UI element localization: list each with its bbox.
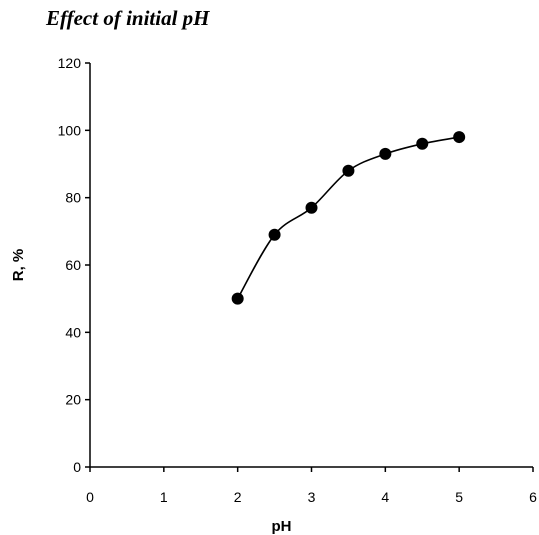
y-tick-label: 120 [58, 55, 82, 71]
y-tick-label: 20 [65, 392, 81, 408]
y-tick-label: 80 [65, 190, 81, 206]
y-tick-label: 100 [58, 122, 82, 138]
data-point [453, 131, 466, 144]
axes [89, 63, 533, 468]
y-tick-label: 40 [65, 324, 81, 340]
data-point [416, 137, 429, 150]
x-axis-label: pH [272, 518, 292, 535]
data-points [231, 131, 466, 305]
chart-title: Effect of initial pH [46, 6, 210, 30]
x-tick-label: 6 [529, 489, 537, 505]
data-point [305, 201, 318, 214]
data-point [268, 228, 281, 241]
data-point [342, 164, 355, 177]
y-tick-label: 60 [65, 257, 81, 273]
data-point [231, 292, 244, 305]
x-tick-label: 5 [455, 489, 463, 505]
x-tick-label: 0 [86, 489, 94, 505]
x-tick-label: 3 [308, 489, 316, 505]
x-tick-label: 4 [381, 489, 389, 505]
x-ticks: 0 1 2 3 4 5 6 [86, 467, 537, 505]
series-line [236, 136, 460, 300]
y-ticks: 0 20 40 60 80 100 120 [58, 55, 90, 475]
y-axis-label: R, % [10, 249, 27, 282]
y-tick-label: 0 [73, 459, 81, 475]
data-point [379, 147, 392, 160]
x-tick-label: 1 [160, 489, 168, 505]
x-tick-label: 2 [234, 489, 242, 505]
